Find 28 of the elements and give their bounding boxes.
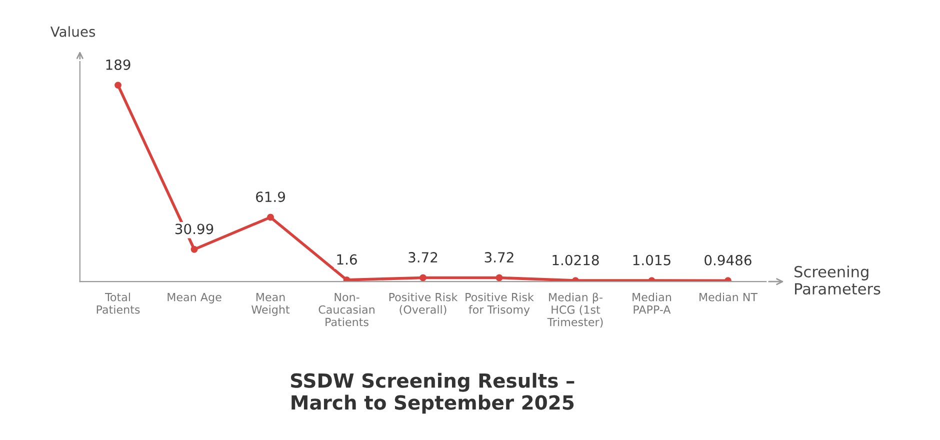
data-label: 0.9486 bbox=[704, 254, 752, 266]
x-tick-label: Mean Age bbox=[168, 293, 222, 304]
x-tick-label: Non- Caucasian Patients bbox=[318, 293, 374, 326]
x-tick-label: Median PAPP-A bbox=[632, 292, 671, 314]
x-tick-label: Median β- HCG (1st Trimester) bbox=[547, 292, 603, 328]
x-tick-label: Median NT bbox=[700, 292, 758, 302]
x-tick-label: Positive Risk (Overall) bbox=[389, 292, 458, 316]
data-label: 3.72 bbox=[408, 252, 438, 263]
x-tick-label: Positive Risk for Trisomy bbox=[466, 292, 534, 316]
point bbox=[496, 274, 503, 282]
point bbox=[420, 274, 426, 282]
data-label: 30.99 bbox=[175, 224, 214, 234]
point bbox=[267, 214, 274, 221]
data-label: 1.6 bbox=[337, 254, 357, 265]
data-label: 61.9 bbox=[256, 192, 285, 202]
point bbox=[724, 277, 732, 282]
text: SSDW Screening Results – March to September 2025 bbox=[290, 372, 574, 414]
data-label: 1.0218 bbox=[552, 254, 599, 266]
x-tick-label: Mean Weight bbox=[252, 293, 290, 316]
y-axis-title: Values bbox=[50, 26, 96, 37]
data-label: 189 bbox=[106, 59, 130, 70]
point bbox=[190, 246, 198, 253]
point bbox=[343, 276, 350, 282]
point bbox=[114, 82, 122, 89]
x-axis-title: Screening Parameters bbox=[794, 266, 880, 295]
x-tick-label: Total Patients bbox=[96, 292, 140, 314]
data-label: 1.015 bbox=[633, 254, 670, 266]
data-label: 3.72 bbox=[484, 252, 514, 263]
